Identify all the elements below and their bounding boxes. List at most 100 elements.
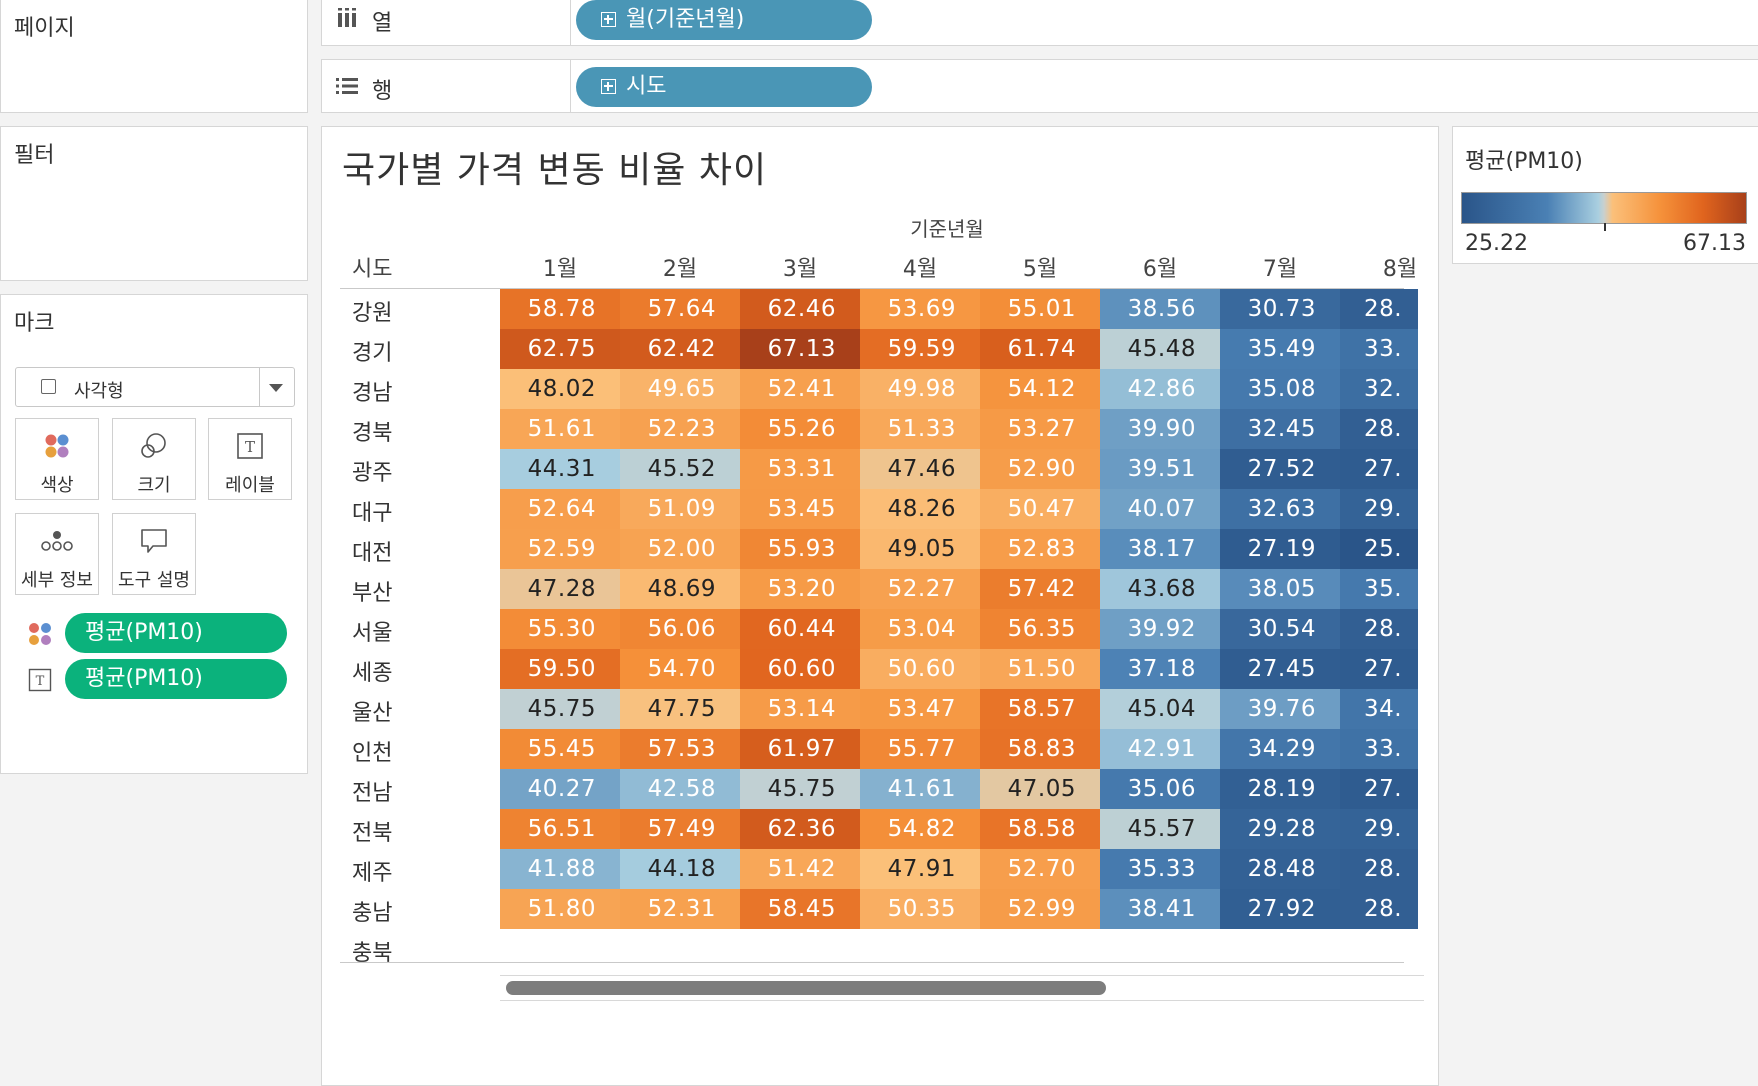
heatmap-cell[interactable]: 28.19 bbox=[1220, 769, 1340, 809]
heatmap-cell[interactable]: 45.57 bbox=[1100, 809, 1220, 849]
heatmap-cell[interactable]: 38.41 bbox=[1100, 889, 1220, 929]
heatmap-cell[interactable]: 55.26 bbox=[740, 409, 860, 449]
text-measure-pill[interactable]: 평균(PM10) bbox=[65, 659, 287, 699]
heatmap-cell[interactable]: 67.13 bbox=[740, 329, 860, 369]
heatmap-cell[interactable]: 52.90 bbox=[980, 449, 1100, 489]
heatmap-cell[interactable]: 62.36 bbox=[740, 809, 860, 849]
heatmap-cell[interactable]: 57.49 bbox=[620, 809, 740, 849]
row-header[interactable]: 광주 bbox=[352, 461, 393, 486]
heatmap-cell[interactable]: 55.01 bbox=[980, 289, 1100, 329]
row-header[interactable]: 강원 bbox=[352, 301, 393, 326]
heatmap-cell[interactable]: 45.04 bbox=[1100, 689, 1220, 729]
month-header[interactable]: 5월 bbox=[1022, 257, 1058, 282]
heatmap-cell[interactable]: 56.35 bbox=[980, 609, 1100, 649]
heatmap-cell[interactable]: 52.23 bbox=[620, 409, 740, 449]
heatmap-cell[interactable]: 32.63 bbox=[1220, 489, 1340, 529]
filters-card[interactable]: 필터 bbox=[0, 126, 308, 281]
heatmap-cell[interactable]: 38.17 bbox=[1100, 529, 1220, 569]
heatmap-cell[interactable]: 39.51 bbox=[1100, 449, 1220, 489]
heatmap-cell[interactable]: 53.69 bbox=[860, 289, 980, 329]
heatmap-cell[interactable]: 53.27 bbox=[980, 409, 1100, 449]
color-button[interactable]: 색상 bbox=[15, 418, 99, 500]
heatmap-cell[interactable]: 28. bbox=[1340, 409, 1418, 449]
heatmap-cell[interactable]: 35.33 bbox=[1100, 849, 1220, 889]
heatmap-cell[interactable]: 52.27 bbox=[860, 569, 980, 609]
heatmap-cell[interactable]: 30.73 bbox=[1220, 289, 1340, 329]
heatmap-cell[interactable]: 28. bbox=[1340, 609, 1418, 649]
heatmap-cell[interactable]: 57.42 bbox=[980, 569, 1100, 609]
heatmap-cell[interactable]: 47.28 bbox=[500, 569, 620, 609]
heatmap-cell[interactable]: 51.50 bbox=[980, 649, 1100, 689]
heatmap-cell[interactable]: 49.05 bbox=[860, 529, 980, 569]
heatmap-cell[interactable]: 50.47 bbox=[980, 489, 1100, 529]
heatmap-cell[interactable]: 51.09 bbox=[620, 489, 740, 529]
heatmap-cell[interactable]: 32. bbox=[1340, 369, 1418, 409]
heatmap-cell[interactable]: 55.77 bbox=[860, 729, 980, 769]
heatmap-cell[interactable]: 53.20 bbox=[740, 569, 860, 609]
heatmap-cell[interactable]: 38.05 bbox=[1220, 569, 1340, 609]
heatmap-cell[interactable]: 42.58 bbox=[620, 769, 740, 809]
row-header[interactable]: 인천 bbox=[352, 741, 393, 766]
heatmap-cell[interactable]: 58.83 bbox=[980, 729, 1100, 769]
heatmap-cell[interactable]: 30.54 bbox=[1220, 609, 1340, 649]
heatmap-cell[interactable]: 38.56 bbox=[1100, 289, 1220, 329]
heatmap-cell[interactable]: 50.60 bbox=[860, 649, 980, 689]
heatmap-cell[interactable]: 52.64 bbox=[500, 489, 620, 529]
sido-dimension-pill[interactable]: 시도 bbox=[576, 67, 872, 107]
heatmap-cell[interactable]: 25. bbox=[1340, 529, 1418, 569]
heatmap-cell[interactable]: 40.27 bbox=[500, 769, 620, 809]
heatmap-cell[interactable]: 27.52 bbox=[1220, 449, 1340, 489]
heatmap-cell[interactable]: 59.50 bbox=[500, 649, 620, 689]
row-header[interactable]: 대전 bbox=[352, 541, 393, 566]
heatmap-cell[interactable]: 55.45 bbox=[500, 729, 620, 769]
heatmap-cell[interactable]: 27.45 bbox=[1220, 649, 1340, 689]
heatmap-cell[interactable]: 44.31 bbox=[500, 449, 620, 489]
row-header[interactable]: 서울 bbox=[352, 621, 393, 646]
heatmap-cell[interactable]: 39.76 bbox=[1220, 689, 1340, 729]
mark-type-dropdown[interactable]: 사각형 bbox=[15, 367, 295, 407]
heatmap-cell[interactable]: 53.04 bbox=[860, 609, 980, 649]
heatmap-cell[interactable]: 59.59 bbox=[860, 329, 980, 369]
heatmap-cell[interactable]: 27. bbox=[1340, 769, 1418, 809]
heatmap-cell[interactable]: 55.93 bbox=[740, 529, 860, 569]
row-header[interactable]: 경북 bbox=[352, 421, 393, 446]
heatmap-cell[interactable]: 34. bbox=[1340, 689, 1418, 729]
heatmap-cell[interactable]: 35.49 bbox=[1220, 329, 1340, 369]
heatmap-cell[interactable]: 52.00 bbox=[620, 529, 740, 569]
heatmap-cell[interactable]: 58.58 bbox=[980, 809, 1100, 849]
heatmap-cell[interactable]: 62.75 bbox=[500, 329, 620, 369]
heatmap-cell[interactable]: 35.06 bbox=[1100, 769, 1220, 809]
heatmap-cell[interactable]: 51.33 bbox=[860, 409, 980, 449]
heatmap-cell[interactable]: 41.61 bbox=[860, 769, 980, 809]
heatmap-cell[interactable]: 62.42 bbox=[620, 329, 740, 369]
heatmap-cell[interactable]: 33. bbox=[1340, 329, 1418, 369]
rows-shelf[interactable]: 행 시도 bbox=[321, 59, 1758, 113]
row-header[interactable]: 경기 bbox=[352, 341, 393, 366]
heatmap-cell[interactable]: 48.26 bbox=[860, 489, 980, 529]
heatmap-cell[interactable]: 52.99 bbox=[980, 889, 1100, 929]
heatmap-cell[interactable]: 49.65 bbox=[620, 369, 740, 409]
color-legend[interactable]: 평균(PM10) 25.22 67.13 bbox=[1452, 126, 1758, 264]
heatmap-cell[interactable]: 60.44 bbox=[740, 609, 860, 649]
heatmap-cell[interactable]: 57.53 bbox=[620, 729, 740, 769]
label-button[interactable]: T 레이블 bbox=[208, 418, 292, 500]
heatmap-cell[interactable]: 45.52 bbox=[620, 449, 740, 489]
heatmap-cell[interactable]: 43.68 bbox=[1100, 569, 1220, 609]
heatmap-cell[interactable]: 48.69 bbox=[620, 569, 740, 609]
heatmap-cell[interactable]: 53.31 bbox=[740, 449, 860, 489]
heatmap-cell[interactable]: 28. bbox=[1340, 289, 1418, 329]
heatmap-cell[interactable]: 35.08 bbox=[1220, 369, 1340, 409]
heatmap-cell[interactable]: 47.91 bbox=[860, 849, 980, 889]
heatmap-cell[interactable]: 53.45 bbox=[740, 489, 860, 529]
month-header[interactable]: 2월 bbox=[662, 257, 698, 282]
heatmap-cell[interactable]: 42.86 bbox=[1100, 369, 1220, 409]
scrollbar-thumb[interactable] bbox=[506, 981, 1106, 995]
row-header[interactable]: 전북 bbox=[352, 821, 393, 846]
heatmap-cell[interactable]: 34.29 bbox=[1220, 729, 1340, 769]
row-header[interactable]: 전남 bbox=[352, 781, 393, 806]
columns-shelf[interactable]: 열 월(기준년월) bbox=[321, 0, 1758, 46]
heatmap-cell[interactable]: 60.60 bbox=[740, 649, 860, 689]
heatmap-cell[interactable]: 52.41 bbox=[740, 369, 860, 409]
heatmap-cell[interactable]: 49.98 bbox=[860, 369, 980, 409]
heatmap-cell[interactable]: 56.51 bbox=[500, 809, 620, 849]
